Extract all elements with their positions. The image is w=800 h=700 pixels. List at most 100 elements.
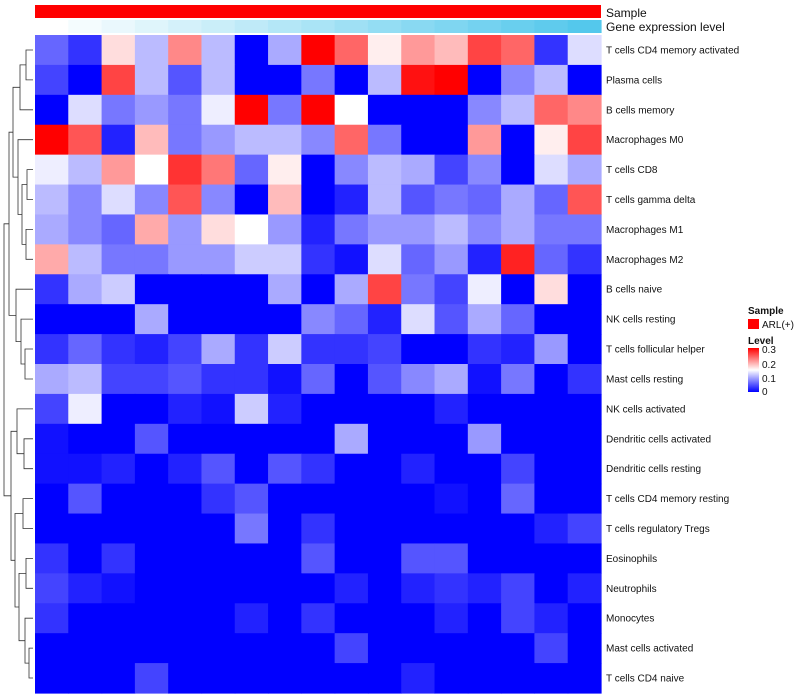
heatmap-cell (134, 453, 169, 485)
heatmap-cell (334, 214, 369, 245)
heatmap-cell (467, 603, 502, 634)
heatmap-cell (367, 543, 402, 574)
heatmap-cell (234, 244, 269, 275)
dendrogram-branch (24, 348, 33, 380)
heatmap-cell (35, 274, 69, 305)
heatmap-cell (101, 274, 136, 305)
heatmap-cell (367, 304, 402, 335)
heatmap-cell (401, 124, 436, 156)
heatmap-cell (68, 64, 103, 96)
heatmap-cell (567, 304, 602, 335)
heatmap-cell (467, 663, 502, 694)
heatmap-cell (68, 244, 103, 275)
heatmap-cell (35, 35, 69, 66)
heatmap-cell (334, 663, 369, 694)
heatmap-cell (134, 663, 169, 694)
heatmap-cell (501, 274, 536, 305)
heatmap-cell (35, 573, 69, 604)
heatmap-cell (101, 304, 136, 335)
heatmap-cell (201, 663, 236, 694)
heatmap-cell (234, 423, 269, 455)
heatmap-cell (501, 334, 536, 365)
heatmap-cell (367, 663, 402, 694)
row-label: NK cells resting (606, 315, 675, 326)
heatmap-cell (201, 364, 236, 395)
heatmap-cell (434, 214, 469, 245)
dendrogram-branch (28, 647, 33, 679)
heatmap-cell (567, 94, 602, 126)
heatmap-cell (501, 154, 536, 186)
heatmap-cell (501, 423, 536, 455)
heatmap-cell (434, 423, 469, 455)
heatmap-cell (268, 633, 302, 664)
heatmap-cell (134, 154, 169, 186)
heatmap-cell (567, 423, 602, 455)
heatmap-cell (367, 334, 402, 365)
heatmap-cell (334, 94, 369, 126)
heatmap-cell (534, 304, 569, 335)
heatmap-cell (367, 453, 402, 485)
annotation-cell-gene-expression (467, 20, 502, 33)
heatmap-cell (35, 663, 69, 694)
heatmap-cell (301, 274, 336, 305)
row-label: T cells CD4 naive (606, 674, 685, 685)
heatmap-cell (467, 633, 502, 664)
heatmap-cell (68, 663, 103, 694)
row-label: T cells CD4 memory activated (606, 46, 739, 57)
row-label: T cells follicular helper (606, 345, 705, 356)
heatmap-cell (101, 35, 136, 66)
heatmap-cell (567, 214, 602, 245)
heatmap-cell (35, 364, 69, 395)
heatmap-cell (301, 633, 336, 664)
heatmap-cell (168, 334, 203, 365)
heatmap-cell (68, 483, 103, 515)
row-label: B cells naive (606, 285, 663, 296)
heatmap-cell (201, 214, 236, 245)
heatmap-cell (101, 483, 136, 515)
heatmap-cell (101, 214, 136, 245)
heatmap-cell (168, 603, 203, 634)
heatmap-cell (134, 94, 169, 126)
heatmap-cell (434, 573, 469, 604)
heatmap-cell (101, 64, 136, 96)
heatmap-cell (401, 244, 436, 275)
dendrogram-branch (25, 229, 33, 260)
heatmap-cell (168, 633, 203, 664)
row-label: Macrophages M1 (606, 225, 684, 236)
heatmap-cell (301, 184, 336, 216)
legend-sample-swatch (748, 319, 759, 329)
heatmap-cell (268, 35, 302, 66)
heatmap-cell (168, 453, 203, 485)
heatmap-cell (168, 64, 203, 96)
dendrogram-branch (25, 558, 33, 589)
heatmap-cell (201, 513, 236, 545)
dendrogram-branch (8, 131, 16, 316)
heatmap-cell (501, 453, 536, 485)
heatmap-cell (201, 453, 236, 485)
heatmap-cell (534, 423, 569, 455)
annotation-label-gene-expression: Gene expression level (606, 20, 725, 34)
heatmap-cell (334, 453, 369, 485)
row-label: Macrophages M2 (606, 255, 684, 266)
heatmap-cell (35, 543, 69, 574)
heatmap-cell (268, 573, 302, 604)
heatmap-cell (101, 393, 136, 425)
heatmap-cell (101, 334, 136, 365)
heatmap-cell (201, 483, 236, 515)
heatmap-cell (401, 154, 436, 186)
heatmap-cell (201, 304, 236, 335)
heatmap-cell (168, 124, 203, 156)
heatmap-cell (567, 603, 602, 634)
heatmap-cell (467, 154, 502, 186)
heatmap-cell (68, 35, 103, 66)
heatmap-cell (268, 453, 302, 485)
heatmap-cell (567, 364, 602, 395)
heatmap-cell (334, 603, 369, 634)
heatmap-cell (168, 304, 203, 335)
heatmap-cell (168, 214, 203, 245)
heatmap-cell (467, 423, 502, 455)
legend-sample-entry: ARL(+) (762, 320, 794, 331)
heatmap-cell (134, 124, 169, 156)
heatmap-cell (201, 35, 236, 66)
heatmap-cell (201, 154, 236, 186)
